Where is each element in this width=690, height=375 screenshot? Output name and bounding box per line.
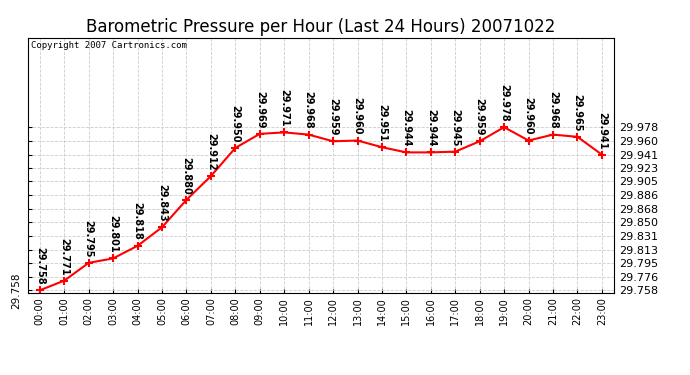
Text: 29.968: 29.968 [304, 92, 314, 129]
Text: 29.941: 29.941 [597, 112, 607, 149]
Text: 29.950: 29.950 [230, 105, 240, 142]
Text: 29.818: 29.818 [132, 202, 143, 240]
Text: 29.944: 29.944 [402, 110, 411, 147]
Title: Barometric Pressure per Hour (Last 24 Hours) 20071022: Barometric Pressure per Hour (Last 24 Ho… [86, 18, 555, 36]
Text: 29.944: 29.944 [426, 110, 436, 147]
Text: 29.843: 29.843 [157, 184, 167, 222]
Text: 29.971: 29.971 [279, 89, 289, 127]
Text: 29.968: 29.968 [548, 92, 558, 129]
Text: 29.758: 29.758 [34, 247, 45, 285]
Text: 29.801: 29.801 [108, 215, 118, 253]
Text: 29.880: 29.880 [181, 156, 191, 194]
Text: 29.945: 29.945 [451, 109, 460, 146]
Text: 29.969: 29.969 [255, 91, 265, 128]
Text: 29.960: 29.960 [353, 98, 362, 135]
Text: 29.959: 29.959 [328, 98, 338, 136]
Text: Copyright 2007 Cartronics.com: Copyright 2007 Cartronics.com [30, 41, 186, 50]
Text: 29.795: 29.795 [83, 220, 94, 257]
Text: 29.771: 29.771 [59, 238, 69, 275]
Text: 29.965: 29.965 [573, 94, 582, 131]
Text: 29.960: 29.960 [524, 98, 533, 135]
Text: 29.959: 29.959 [475, 98, 484, 136]
Text: 29.912: 29.912 [206, 133, 216, 171]
Text: 29.758: 29.758 [12, 272, 22, 309]
Text: 29.978: 29.978 [499, 84, 509, 122]
Text: 29.951: 29.951 [377, 104, 387, 142]
